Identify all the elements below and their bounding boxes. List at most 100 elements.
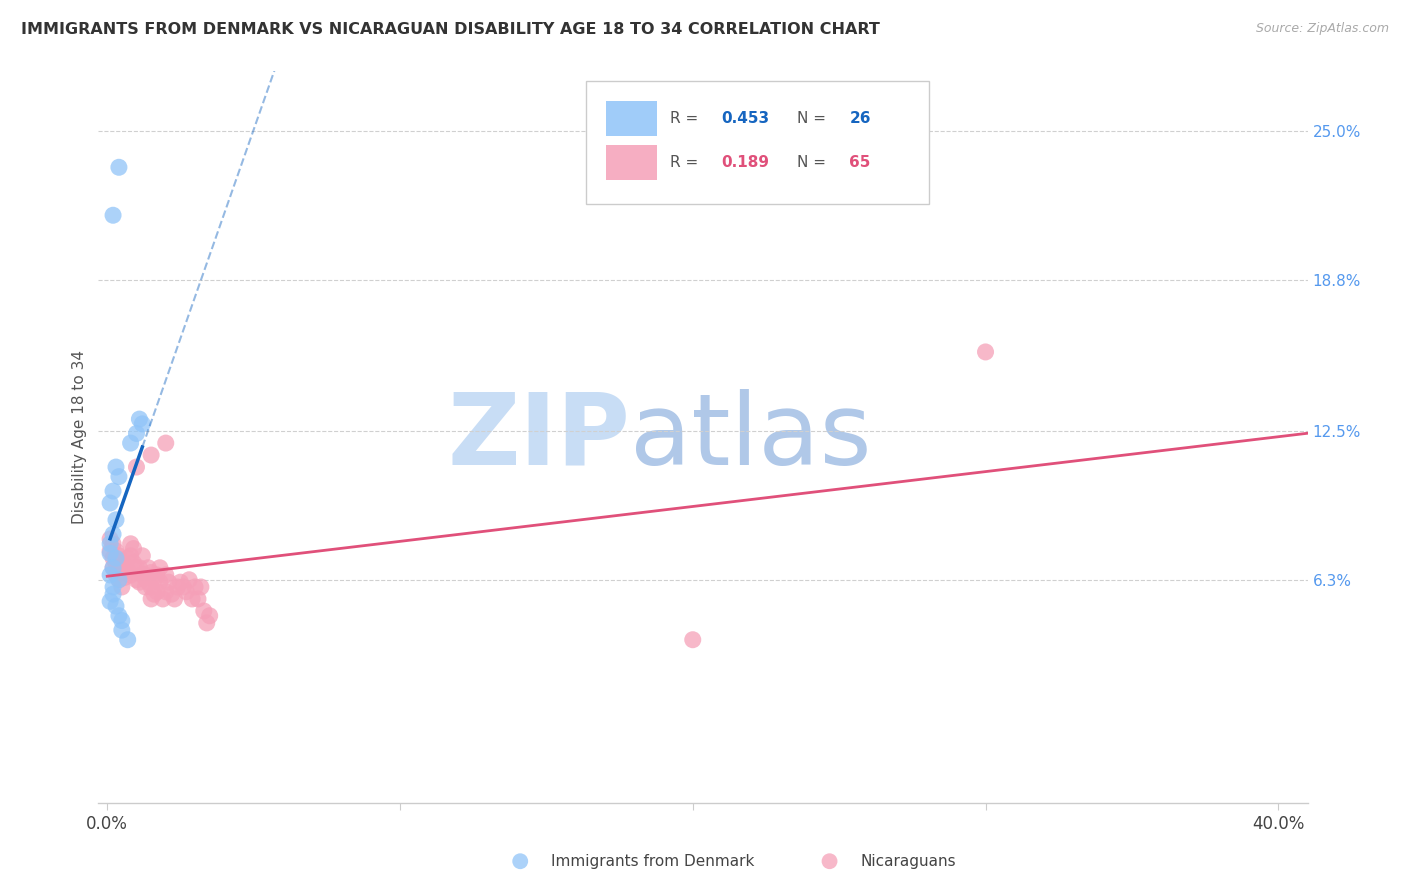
Point (187, 591, 209, 606)
Point (120, 549, 142, 563)
Text: Nicaraguans: Nicaraguans (860, 855, 956, 869)
Point (108, 573, 131, 587)
Point (682, 632, 704, 647)
Point (111, 614, 134, 628)
Point (120, 537, 142, 551)
Point (125, 573, 148, 587)
Point (111, 553, 134, 567)
Point (131, 549, 153, 563)
Point (125, 460, 148, 475)
Point (101, 561, 124, 575)
Point (108, 549, 131, 563)
Point (128, 412, 150, 426)
Point (101, 208, 124, 222)
Point (101, 561, 124, 575)
Point (143, 573, 166, 587)
Point (149, 575, 172, 590)
FancyBboxPatch shape (586, 81, 929, 204)
Text: 0.453: 0.453 (721, 112, 769, 127)
Point (114, 558, 136, 573)
Point (108, 561, 131, 575)
Point (128, 575, 150, 590)
Point (104, 460, 127, 475)
Point (120, 568, 142, 582)
Point (104, 556, 127, 570)
Point (139, 580, 162, 594)
Point (143, 587, 166, 601)
Point (125, 561, 148, 575)
Point (120, 436, 142, 450)
Point (157, 575, 180, 590)
Point (114, 570, 136, 584)
Point (160, 587, 183, 601)
Point (128, 561, 150, 575)
Point (169, 575, 191, 590)
Text: ZIP: ZIP (447, 389, 630, 485)
Point (172, 580, 194, 594)
Point (818, 855, 841, 869)
Y-axis label: Disability Age 18 to 34: Disability Age 18 to 34 (72, 350, 87, 524)
Point (152, 591, 174, 606)
Point (108, 608, 131, 623)
Point (101, 580, 124, 594)
Text: N =: N = (797, 155, 831, 170)
Point (104, 551, 127, 566)
Point (193, 604, 215, 618)
Point (122, 556, 145, 570)
Text: Source: ZipAtlas.com: Source: ZipAtlas.com (1256, 22, 1389, 36)
Text: R =: R = (671, 155, 703, 170)
Point (139, 566, 162, 580)
FancyBboxPatch shape (606, 102, 657, 136)
Point (111, 623, 134, 637)
Point (98, 496, 121, 510)
Point (174, 584, 197, 599)
Point (166, 580, 188, 594)
Point (125, 426, 148, 441)
Point (98, 568, 121, 582)
Point (155, 584, 177, 599)
Point (98, 537, 121, 551)
Point (98, 594, 121, 608)
Point (134, 568, 156, 582)
Point (155, 568, 177, 582)
Point (98, 544, 121, 558)
Point (104, 568, 127, 582)
Point (134, 580, 156, 594)
Point (111, 566, 134, 580)
Point (139, 448, 162, 462)
Text: R =: R = (671, 112, 703, 127)
Point (108, 573, 131, 587)
Text: Immigrants from Denmark: Immigrants from Denmark (551, 855, 755, 869)
Point (101, 551, 124, 566)
Text: 0.189: 0.189 (721, 155, 769, 170)
Point (101, 527, 124, 541)
Point (108, 161, 131, 175)
Point (509, 855, 531, 869)
Point (163, 591, 186, 606)
Point (104, 599, 127, 614)
Point (136, 561, 159, 575)
Point (179, 573, 201, 587)
Point (98, 546, 121, 560)
Text: 26: 26 (849, 112, 870, 127)
Point (974, 345, 997, 359)
Point (104, 513, 127, 527)
Point (136, 575, 159, 590)
Point (131, 568, 153, 582)
Point (117, 563, 139, 577)
Point (190, 580, 212, 594)
Text: atlas: atlas (630, 389, 872, 485)
Text: N =: N = (797, 112, 831, 127)
Text: IMMIGRANTS FROM DENMARK VS NICARAGUAN DISABILITY AGE 18 TO 34 CORRELATION CHART: IMMIGRANTS FROM DENMARK VS NICARAGUAN DI… (21, 22, 880, 37)
Point (184, 580, 207, 594)
Point (111, 580, 134, 594)
Point (117, 551, 139, 566)
Point (98, 532, 121, 546)
Point (101, 483, 124, 498)
FancyBboxPatch shape (606, 145, 657, 180)
Point (122, 541, 145, 556)
Point (108, 469, 131, 483)
Point (101, 537, 124, 551)
Point (181, 591, 204, 606)
Point (155, 436, 177, 450)
